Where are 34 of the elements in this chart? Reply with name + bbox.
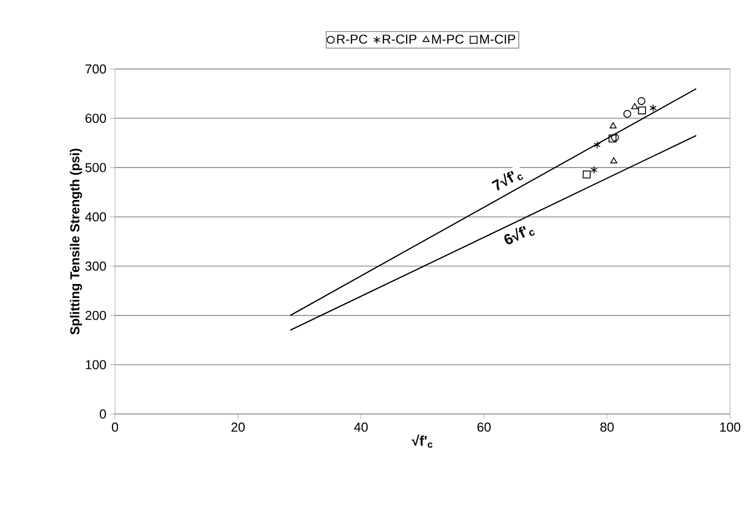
legend-label: M-PC xyxy=(432,34,464,44)
point xyxy=(590,166,598,174)
x-tick-label: 60 xyxy=(477,422,491,432)
point xyxy=(610,122,617,128)
x-axis-title: √f'$_{c}$ xyxy=(412,434,432,448)
y-tick-label: 400 xyxy=(85,212,106,222)
y-tick-label: 500 xyxy=(85,162,106,172)
legend-label: R-PC xyxy=(337,34,368,44)
y-tick-label: 0 xyxy=(100,409,106,419)
point xyxy=(650,104,657,112)
point xyxy=(610,157,618,164)
x-tick-label: 0 xyxy=(112,422,118,432)
point xyxy=(623,110,632,118)
y-tick-label: 600 xyxy=(86,114,106,123)
y-tick-label: 100 xyxy=(86,360,106,370)
x-tick-label: 40 xyxy=(354,422,368,432)
y-tick-label: 200 xyxy=(86,310,106,320)
point xyxy=(582,170,591,178)
point xyxy=(611,134,619,142)
y-tick-label: 700 xyxy=(86,64,106,74)
legend-label: R-CIP xyxy=(382,34,416,44)
point xyxy=(631,103,638,110)
point xyxy=(638,106,646,114)
point xyxy=(638,97,646,105)
text: 6√f'$_{c}$ xyxy=(504,226,535,244)
legend-label: M-CIP xyxy=(480,34,516,44)
x-tick-label: 80 xyxy=(600,422,614,432)
y-axis-title: Splitting Tensile Strength (psi) xyxy=(70,148,82,335)
y-tick-label: 300 xyxy=(85,262,106,271)
point xyxy=(594,140,601,149)
text: 7√f'$_{c}$ xyxy=(492,170,523,190)
x-tick-label: 20 xyxy=(231,422,245,432)
x-tick-label: 100 xyxy=(720,422,740,432)
point xyxy=(608,134,616,142)
